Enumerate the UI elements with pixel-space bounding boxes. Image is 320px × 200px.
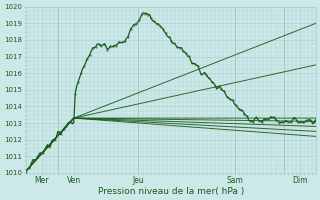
X-axis label: Pression niveau de la mer( hPa ): Pression niveau de la mer( hPa )	[98, 187, 244, 196]
